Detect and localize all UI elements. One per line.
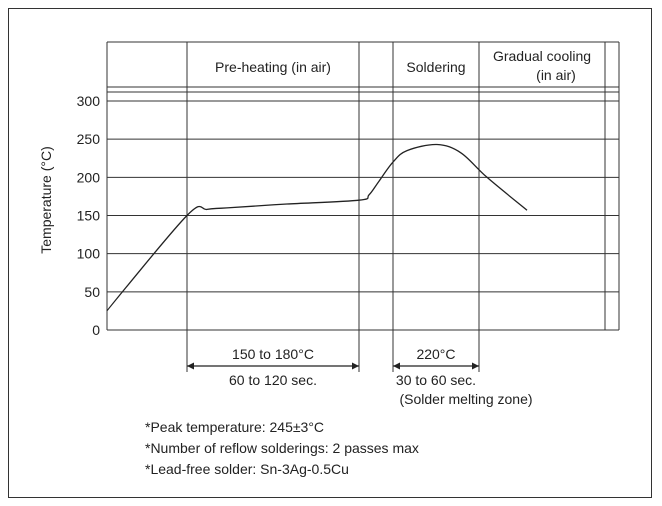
y-tick-label: 300 [77, 93, 101, 109]
dimension-label-top: 150 to 180°C [232, 346, 314, 362]
y-tick-label: 100 [77, 246, 101, 262]
y-axis-label: Temperature (°C) [38, 146, 54, 254]
zone-label: (in air) [536, 67, 576, 83]
dimension-label-bottom: 30 to 60 sec. [396, 372, 476, 388]
arrow-head [472, 362, 479, 370]
dimension-label-bottom: 60 to 120 sec. [229, 372, 317, 388]
zone-lines [186, 42, 606, 372]
annotations: *Peak temperature: 245±3°C *Number of ref… [145, 419, 419, 477]
y-tick-label: 50 [84, 284, 100, 300]
dimension-label-top: 220°C [416, 346, 455, 362]
y-tick-label: 250 [77, 131, 101, 147]
grid-lines [106, 41, 620, 331]
annotation-note: *Peak temperature: 245±3°C [145, 419, 324, 435]
y-tick-label: 150 [77, 208, 101, 224]
y-tick-label: 200 [77, 169, 101, 185]
y-tick-label: 0 [92, 322, 100, 338]
dimension-label-extra: (Solder melting zone) [399, 391, 532, 407]
arrow-head [352, 362, 359, 370]
arrow-head [393, 362, 400, 370]
chart-frame [8, 8, 652, 498]
annotation-note: *Lead-free solder: Sn-3Ag-0.5Cu [145, 461, 349, 477]
dimension-lines: 150 to 180°C 60 to 120 sec. 220°C 30 to 60 … [187, 346, 533, 407]
y-axis: 0 50 100 150 200 250 300 [77, 93, 101, 338]
arrow-head [187, 362, 194, 370]
annotation-note: *Number of reflow solderings: 2 passes m… [145, 440, 419, 456]
zone-label: Soldering [406, 59, 465, 75]
zone-label: Gradual cooling [493, 48, 591, 64]
zone-labels: Pre-heating (in air) Soldering Gradual coo… [215, 48, 591, 83]
series-line [106, 143, 528, 312]
zone-label: Pre-heating (in air) [215, 59, 331, 75]
